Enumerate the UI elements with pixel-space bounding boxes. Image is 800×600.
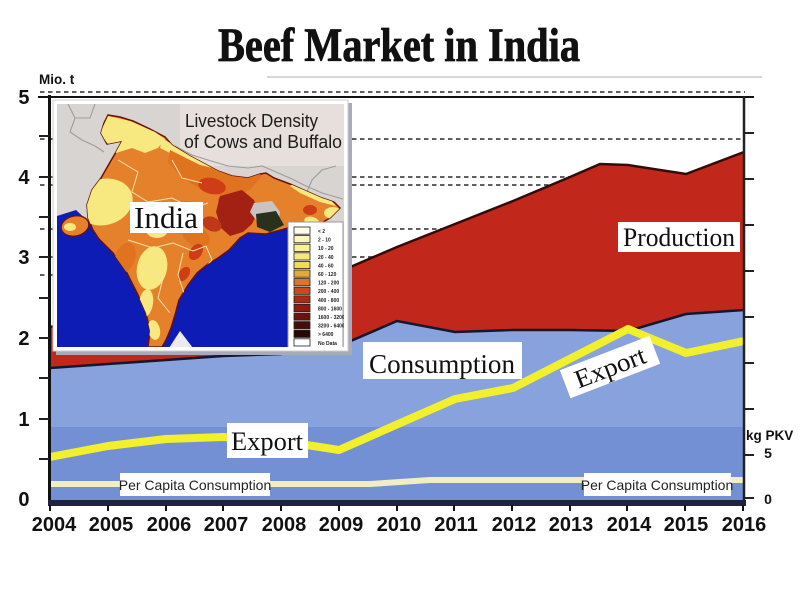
svg-text:2004: 2004	[32, 514, 77, 536]
svg-text:2009: 2009	[319, 514, 364, 536]
svg-text:400 - 800: 400 - 800	[318, 298, 339, 304]
svg-text:1600 - 3200: 1600 - 3200	[318, 315, 345, 321]
svg-text:20 - 40: 20 - 40	[318, 255, 334, 261]
svg-text:2015: 2015	[664, 514, 709, 536]
svg-text:> 6400: > 6400	[318, 332, 334, 338]
svg-text:Livestock Density: Livestock Density	[185, 111, 318, 131]
svg-text:2005: 2005	[89, 514, 134, 536]
svg-text:2010: 2010	[377, 514, 422, 536]
svg-text:200 - 400: 200 - 400	[318, 289, 339, 295]
svg-text:2013: 2013	[549, 514, 594, 536]
svg-text:2008: 2008	[262, 514, 307, 536]
svg-text:Production: Production	[623, 223, 735, 252]
svg-text:5: 5	[18, 87, 29, 109]
svg-text:2: 2	[18, 328, 29, 350]
svg-text:2011: 2011	[434, 514, 477, 536]
svg-text:3200 - 6400: 3200 - 6400	[318, 324, 345, 330]
svg-text:0: 0	[764, 491, 772, 507]
svg-text:40 - 60: 40 - 60	[318, 263, 334, 269]
svg-text:Beef Market in India: Beef Market in India	[218, 19, 580, 72]
svg-text:Export: Export	[231, 427, 304, 456]
svg-text:2014: 2014	[607, 514, 652, 536]
svg-text:2 - 10: 2 - 10	[318, 238, 331, 244]
svg-text:Per Capita Consumption: Per Capita Consumption	[119, 477, 272, 493]
svg-text:< 2: < 2	[318, 229, 325, 235]
svg-text:3: 3	[18, 247, 29, 269]
svg-text:5: 5	[764, 445, 772, 461]
svg-text:Consumption: Consumption	[369, 349, 515, 379]
svg-text:India: India	[134, 200, 198, 235]
svg-text:4: 4	[18, 167, 30, 189]
svg-text:120 - 200: 120 - 200	[318, 281, 339, 287]
svg-text:kg PKV: kg PKV	[746, 428, 793, 443]
svg-text:1: 1	[18, 409, 29, 431]
svg-text:2016: 2016	[722, 514, 767, 536]
svg-text:2007: 2007	[204, 514, 249, 536]
svg-text:2006: 2006	[147, 514, 192, 536]
svg-text:2012: 2012	[492, 514, 537, 536]
svg-text:of Cows and Buffalo: of Cows and Buffalo	[184, 132, 342, 152]
svg-text:Per Capita Consumption: Per Capita Consumption	[581, 477, 734, 493]
svg-text:10 - 20: 10 - 20	[318, 246, 334, 252]
svg-text:60 - 120: 60 - 120	[318, 272, 337, 278]
svg-text:Mio. t: Mio. t	[39, 72, 75, 87]
svg-text:No Data: No Data	[318, 341, 337, 347]
svg-text:800 - 1600: 800 - 1600	[318, 306, 342, 312]
svg-text:0: 0	[18, 489, 29, 511]
